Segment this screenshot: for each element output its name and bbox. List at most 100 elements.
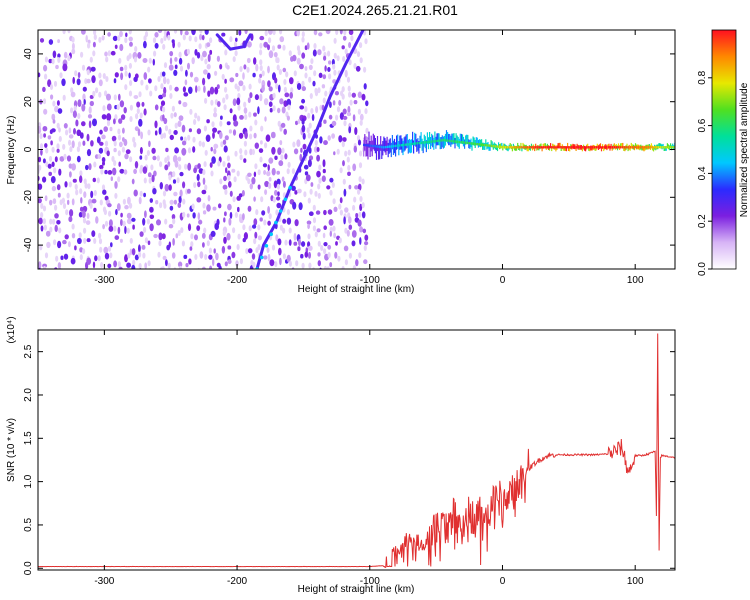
noise-speckle — [351, 240, 356, 247]
noise-speckle — [122, 127, 125, 134]
noise-speckle — [319, 104, 323, 111]
signal-band-core — [520, 146, 522, 149]
noise-speckle — [71, 198, 75, 206]
snr-y-tick-label: 2.0 — [23, 388, 34, 402]
noise-speckle — [348, 59, 352, 66]
noise-speckle — [202, 202, 206, 209]
noise-speckle — [232, 196, 236, 203]
noise-speckle — [57, 192, 61, 198]
signal-band-segment — [659, 143, 661, 148]
signal-band-segment — [380, 136, 382, 151]
noise-speckle — [328, 114, 333, 120]
noise-speckle — [81, 121, 86, 127]
noise-speckle — [232, 98, 237, 106]
noise-speckle — [54, 204, 58, 211]
colorbar-tick-label: 0.8 — [697, 70, 708, 84]
noise-speckle — [112, 35, 118, 42]
noise-speckle — [283, 86, 287, 93]
noise-speckle — [51, 146, 55, 153]
noise-speckle — [267, 253, 271, 262]
noise-speckle — [286, 254, 291, 263]
noise-speckle — [202, 50, 207, 58]
noise-speckle — [67, 55, 71, 62]
signal-band-core — [584, 146, 586, 149]
signal-band-segment — [432, 135, 434, 148]
signal-band-segment — [520, 142, 522, 148]
signal-band-core — [460, 141, 463, 144]
noise-speckle — [309, 188, 313, 195]
signal-band-segment — [370, 135, 372, 152]
signal-band-core — [440, 139, 443, 142]
signal-band-core — [454, 140, 457, 143]
noise-speckle — [215, 252, 219, 261]
noise-speckle — [348, 252, 352, 259]
signal-band-segment — [534, 146, 536, 152]
noise-speckle — [206, 240, 210, 247]
noise-speckle — [85, 35, 88, 43]
noise-speckle — [247, 205, 252, 212]
noise-speckle — [312, 225, 316, 232]
noise-speckle — [148, 57, 152, 64]
noise-speckle — [291, 168, 295, 175]
noise-speckle — [148, 140, 151, 147]
noise-speckle — [111, 135, 117, 142]
noise-speckle — [359, 226, 364, 233]
noise-speckle — [114, 114, 118, 121]
noise-speckle — [216, 84, 220, 89]
noise-speckle — [260, 196, 264, 203]
noise-speckle — [177, 120, 182, 128]
noise-speckle — [184, 30, 189, 36]
noise-speckle — [201, 266, 207, 269]
signal-band-core — [512, 146, 514, 149]
noise-speckle — [301, 86, 306, 92]
noise-speckle — [133, 189, 138, 197]
noise-speckle — [71, 48, 76, 55]
noise-speckle — [348, 126, 352, 134]
signal-band-segment — [422, 141, 424, 154]
signal-band-segment — [436, 133, 438, 146]
noise-speckle — [139, 190, 143, 197]
noise-speckle — [39, 143, 44, 150]
noise-speckle — [90, 66, 96, 72]
noise-speckle — [174, 122, 178, 129]
signal-band-core — [621, 146, 624, 149]
noise-speckle — [74, 70, 78, 77]
noise-speckle — [103, 246, 109, 254]
noise-speckle — [91, 230, 96, 238]
noise-speckle — [212, 131, 215, 139]
noise-speckle — [138, 196, 142, 205]
noise-speckle — [222, 184, 228, 190]
noise-speckle — [313, 30, 318, 36]
signal-band-core — [470, 142, 473, 145]
snr-y-tick-label: 0.5 — [23, 518, 34, 532]
noise-speckle — [139, 112, 143, 119]
noise-speckle — [279, 30, 283, 35]
noise-speckle — [204, 254, 208, 260]
noise-speckle — [235, 260, 239, 267]
noise-speckle — [72, 178, 77, 183]
noise-speckle — [139, 167, 143, 174]
noise-speckle — [119, 100, 125, 108]
noise-speckle — [166, 244, 171, 251]
signal-band-core — [651, 146, 654, 149]
noise-speckle — [213, 143, 219, 149]
noise-speckle — [212, 258, 215, 267]
noise-speckle — [342, 160, 345, 167]
noise-speckle — [102, 224, 105, 230]
noise-speckle — [344, 259, 348, 266]
signal-band-core — [486, 144, 489, 147]
noise-speckle — [38, 72, 41, 78]
noise-speckle — [226, 155, 230, 162]
noise-speckle — [229, 108, 233, 114]
noise-speckle — [58, 127, 61, 133]
noise-speckle — [119, 168, 125, 174]
colorbar: 0.00.20.40.60.8 Normalized spectral ampl… — [697, 29, 750, 276]
noise-speckle — [166, 78, 170, 85]
noise-speckle — [100, 262, 104, 268]
noise-speckle — [144, 210, 147, 218]
noise-speckle — [206, 204, 211, 212]
noise-speckle — [344, 69, 348, 78]
noise-speckle — [109, 252, 113, 259]
signal-band-segment — [573, 144, 575, 149]
noise-speckle — [265, 134, 271, 142]
